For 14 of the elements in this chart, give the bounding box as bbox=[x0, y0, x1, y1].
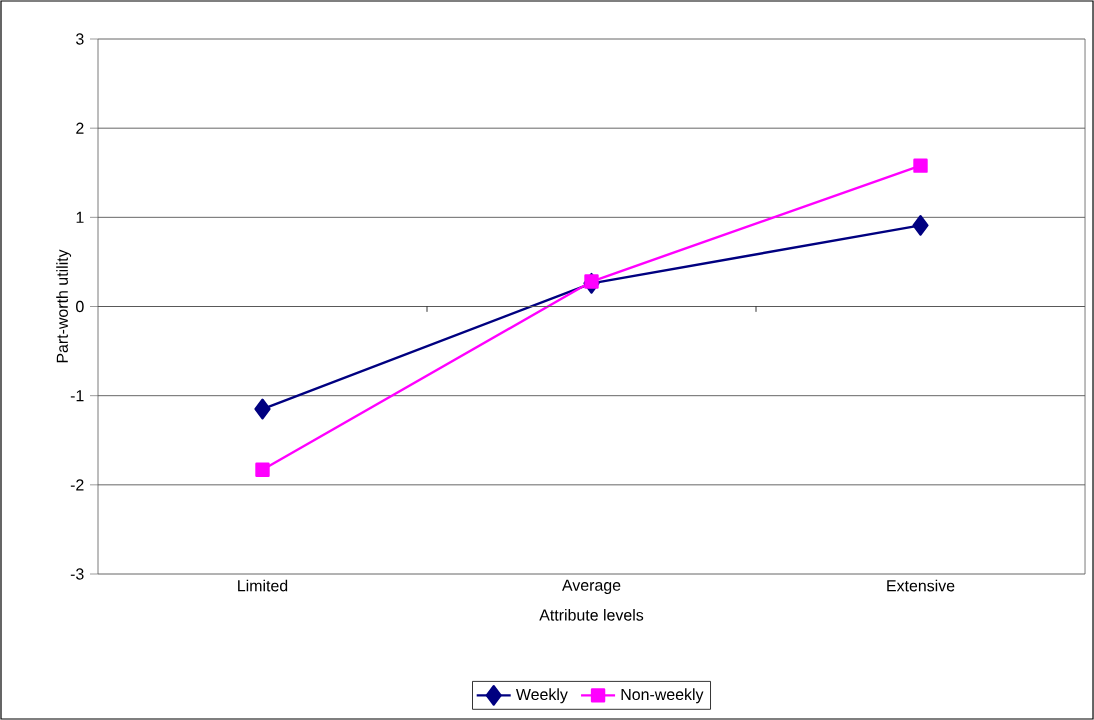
legend-label: Weekly bbox=[515, 688, 568, 704]
x-axis-title: Attribute levels bbox=[539, 609, 644, 621]
x-tick-label: Average bbox=[562, 579, 621, 594]
y-tick-label: -1 bbox=[70, 390, 84, 402]
y-tick-label: 1 bbox=[76, 211, 84, 223]
y-axis-title: Part-worth utility bbox=[56, 249, 72, 363]
y-tick-label: 0 bbox=[76, 300, 84, 313]
y-tick-label: -2 bbox=[70, 479, 84, 491]
y-tick-label: -3 bbox=[70, 568, 84, 580]
legend-label: Non-weekly bbox=[621, 688, 704, 704]
y-tick-label: 2 bbox=[76, 122, 84, 134]
y-tick-label: 3 bbox=[76, 33, 84, 45]
x-tick-label: Limited bbox=[238, 579, 288, 592]
x-tick-label: Extensive bbox=[887, 579, 955, 592]
